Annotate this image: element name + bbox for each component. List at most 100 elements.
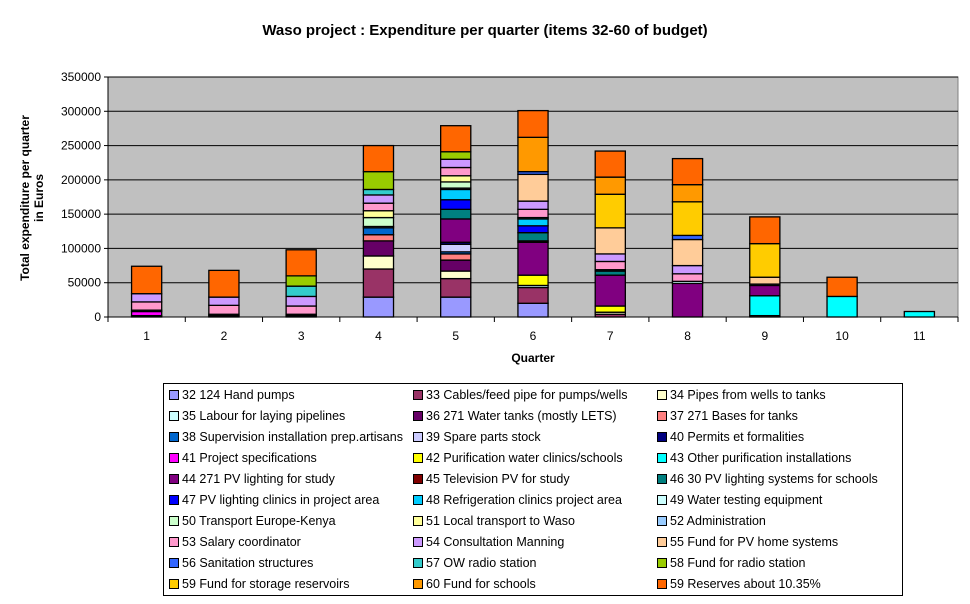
legend-label: 38 Supervision installation prep.artisan… xyxy=(182,430,403,444)
legend-label: 35 Labour for laying pipelines xyxy=(182,409,346,423)
legend-item: 42 Purification water clinics/schools xyxy=(413,448,623,469)
bar-segment xyxy=(208,296,240,306)
legend-item: 43 Other purification installations xyxy=(657,448,851,469)
legend-swatch xyxy=(657,494,667,505)
legend-item: 32 124 Hand pumps xyxy=(169,385,295,406)
y-tick-label: 250000 xyxy=(61,139,101,153)
legend-swatch xyxy=(169,578,179,589)
legend-label: 55 Fund for PV home systems xyxy=(670,535,839,549)
legend-item: 39 Spare parts stock xyxy=(413,427,541,448)
legend-item: 49 Water testing equipment xyxy=(657,490,822,511)
legend-item: 34 Pipes from wells to tanks xyxy=(657,385,826,406)
bar-segment xyxy=(440,175,472,183)
legend-label: 33 Cables/feed pipe for pumps/wells xyxy=(426,388,628,402)
bar-segment xyxy=(440,296,472,318)
legend-label: 47 PV lighting clinics in project area xyxy=(182,493,380,507)
bar-segment xyxy=(362,144,395,173)
bar-segment xyxy=(362,255,395,270)
legend-swatch xyxy=(413,557,423,568)
bar-segment xyxy=(362,188,395,196)
legend-item: 59 Reserves about 10.35% xyxy=(657,574,821,595)
legend-swatch xyxy=(657,578,667,589)
bar-segment xyxy=(749,295,781,317)
legend-swatch xyxy=(169,515,179,526)
legend-item: 59 Fund for storage reservoirs xyxy=(169,574,349,595)
legend-item: 47 PV lighting clinics in project area xyxy=(169,490,379,511)
legend-item: 52 Administration xyxy=(657,511,766,532)
legend-swatch xyxy=(657,410,667,421)
bar-segment xyxy=(671,238,704,267)
bar-segment xyxy=(362,240,395,257)
bar-segment xyxy=(362,202,395,212)
x-tick-label: 3 xyxy=(298,329,305,343)
legend-swatch xyxy=(169,410,179,421)
legend-label: 46 30 PV lighting systems for schools xyxy=(670,472,878,486)
bar-segment xyxy=(517,302,549,318)
legend-item: 50 Transport Europe-Kenya xyxy=(169,511,336,532)
bar-segment xyxy=(208,269,240,298)
bar-segment xyxy=(362,170,395,191)
legend-label: 44 271 PV lighting for study xyxy=(182,472,335,486)
bar-segment xyxy=(517,232,549,242)
bar-segment xyxy=(594,150,626,178)
bar-segment xyxy=(130,301,163,311)
bar-segment xyxy=(826,295,858,318)
legend-label: 60 Fund for schools xyxy=(426,577,536,591)
bar-segment xyxy=(130,293,163,303)
bar-segment xyxy=(671,282,704,318)
bar-segment xyxy=(285,305,317,315)
bar-segment xyxy=(517,225,549,234)
y-tick-label: 100000 xyxy=(61,241,101,255)
legend-item: 45 Television PV for study xyxy=(413,469,570,490)
y-tick-label: 150000 xyxy=(61,207,101,221)
x-tick-label: 4 xyxy=(375,329,382,343)
legend-label: 50 Transport Europe-Kenya xyxy=(182,514,336,528)
x-axis-label: Quarter xyxy=(511,351,555,365)
legend-swatch xyxy=(169,431,179,442)
bar-segment xyxy=(285,275,317,287)
legend-swatch xyxy=(413,515,423,526)
bar-segment xyxy=(594,305,626,313)
legend-item: 37 271 Bases for tanks xyxy=(657,406,798,427)
bar-segment xyxy=(285,249,317,277)
bar-segment xyxy=(440,253,472,261)
bar-segment xyxy=(517,109,549,138)
bar-segment xyxy=(362,194,395,204)
legend-label: 56 Sanitation structures xyxy=(182,556,314,570)
legend-label: 49 Water testing equipment xyxy=(670,493,823,507)
bar-segment xyxy=(594,274,626,307)
legend-label: 41 Project specifications xyxy=(182,451,317,465)
legend-swatch xyxy=(413,494,423,505)
bar-segment xyxy=(517,286,549,304)
bar-segment xyxy=(440,166,472,177)
legend-swatch xyxy=(413,473,423,484)
legend-item: 36 271 Water tanks (mostly LETS) xyxy=(413,406,617,427)
y-tick-label: 0 xyxy=(94,310,101,324)
x-tick-label: 1 xyxy=(143,329,150,343)
bar-segment xyxy=(671,184,704,203)
bar-segment xyxy=(440,277,472,298)
legend-label: 43 Other purification installations xyxy=(670,451,852,465)
bar-segment xyxy=(517,218,549,227)
bar-segment xyxy=(903,310,936,318)
y-tick-label: 50000 xyxy=(68,276,102,290)
legend-swatch xyxy=(657,452,667,463)
bar-segment xyxy=(362,296,395,318)
x-tick-label: 11 xyxy=(913,329,926,343)
bar-segment xyxy=(130,265,163,295)
bar-segment xyxy=(440,151,472,160)
bar-segment xyxy=(749,284,781,297)
legend-label: 45 Television PV for study xyxy=(426,472,570,486)
legend-item: 53 Salary coordinator xyxy=(169,532,301,553)
bar-segment xyxy=(594,176,626,195)
legend-item: 51 Local transport to Waso xyxy=(413,511,575,532)
legend-swatch xyxy=(657,389,667,400)
chart-title: Waso project : Expenditure per quarter (… xyxy=(262,22,708,39)
bar-segment xyxy=(594,193,626,229)
legend-swatch xyxy=(169,557,179,568)
bar-segment xyxy=(671,273,704,282)
legend-item: 56 Sanitation structures xyxy=(169,553,313,574)
bar-segment xyxy=(671,264,704,275)
bar-segment xyxy=(517,208,549,219)
bar-segment xyxy=(440,125,472,153)
